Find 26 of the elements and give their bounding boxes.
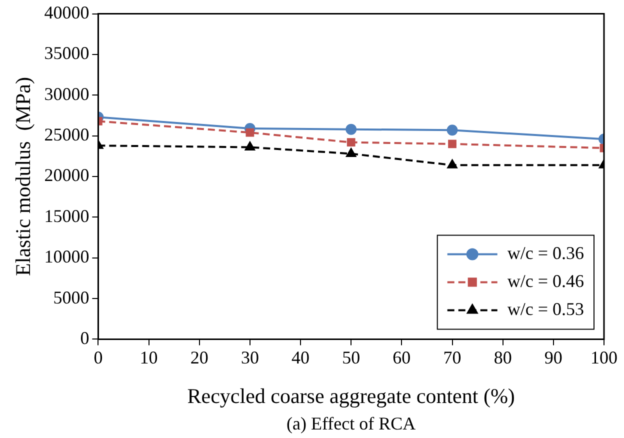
legend-label: w/c = 0.53 xyxy=(507,298,584,319)
legend-label: w/c = 0.36 xyxy=(507,242,584,263)
x-axis-title: Recycled coarse aggregate content (%) xyxy=(187,384,515,408)
x-tick-label: 30 xyxy=(240,348,259,368)
y-tick-label: 20000 xyxy=(44,165,90,186)
x-tick-label: 10 xyxy=(140,348,158,368)
y-tick-label: 35000 xyxy=(44,43,90,64)
y-tick-label: 10000 xyxy=(44,246,90,267)
y-tick-label: 25000 xyxy=(44,124,90,145)
y-tick-label: 0 xyxy=(80,328,90,348)
x-tick-label: 0 xyxy=(94,348,103,368)
x-tick-label: 60 xyxy=(392,348,411,368)
x-tick-label: 90 xyxy=(544,348,562,368)
y-tick-label: 30000 xyxy=(44,84,90,104)
x-tick-label: 20 xyxy=(190,348,208,368)
y-tick-label: 15000 xyxy=(44,206,90,226)
x-tick-label: 100 xyxy=(590,348,618,368)
text: (a) Effect of RCA xyxy=(286,414,416,434)
x-tick-label: 70 xyxy=(443,348,462,368)
x-tick-label: 40 xyxy=(292,348,310,368)
x-tick-label: 80 xyxy=(494,348,512,368)
y-axis-title: Elastic modulus (MPa) xyxy=(11,77,36,276)
y-tick-label: 40000 xyxy=(44,2,90,23)
y-tick-label: 5000 xyxy=(53,287,90,308)
legend-label: w/c = 0.46 xyxy=(507,270,584,291)
x-tick-label: 50 xyxy=(342,348,360,368)
